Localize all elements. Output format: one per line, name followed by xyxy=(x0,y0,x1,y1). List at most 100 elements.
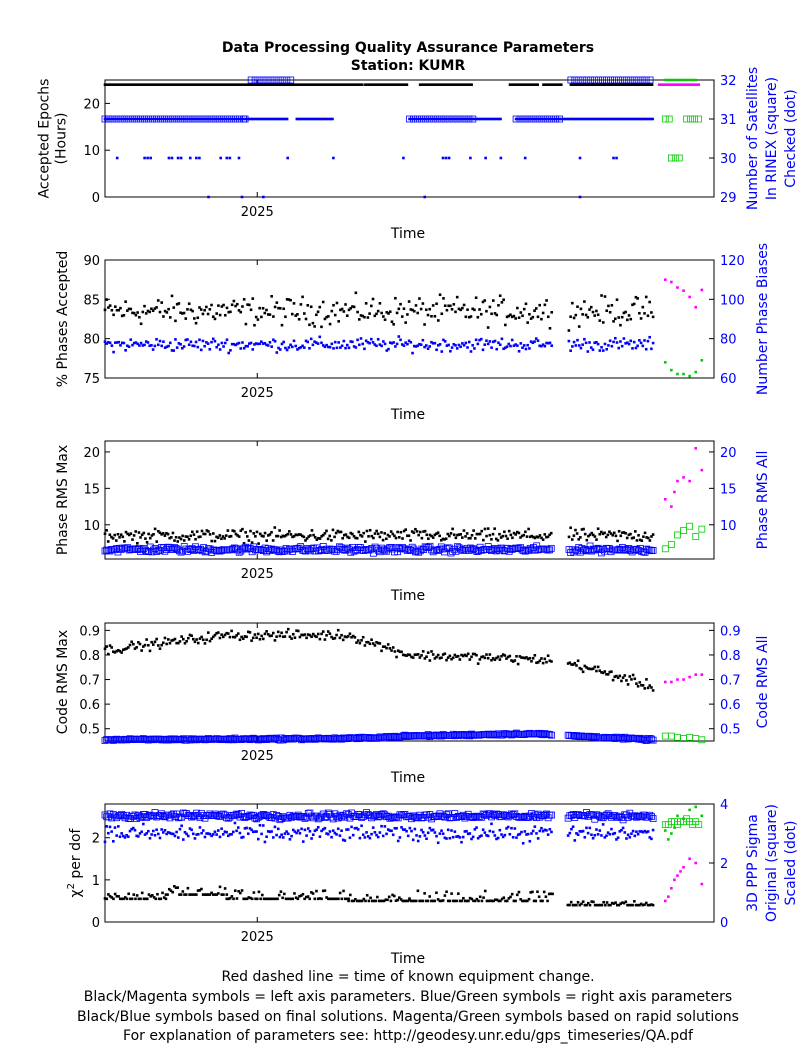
right-axis-tick-label: 0.9 xyxy=(720,624,741,639)
data-point-dot xyxy=(273,825,277,829)
data-point-dot xyxy=(630,678,633,681)
data-point-dot xyxy=(319,83,323,86)
data-point-dot xyxy=(184,317,188,320)
data-point-dot xyxy=(351,83,354,86)
data-point-dot xyxy=(663,829,667,832)
data-point-dot xyxy=(620,344,624,348)
data-point-dot xyxy=(598,903,602,907)
data-point-dot xyxy=(166,893,169,896)
data-point-dot xyxy=(455,347,459,350)
data-point-dot xyxy=(187,537,191,541)
data-point-square xyxy=(630,76,638,84)
data-point-dot xyxy=(574,528,577,532)
data-point-dot xyxy=(485,834,488,837)
data-point-dot xyxy=(528,535,532,539)
data-point-dot xyxy=(215,312,218,315)
data-point-dot xyxy=(331,637,335,640)
data-point-dot xyxy=(676,874,679,877)
data-point-dot xyxy=(371,826,375,829)
data-point-dot xyxy=(446,656,450,659)
data-point-dot xyxy=(510,659,513,662)
data-point-dot xyxy=(579,536,582,539)
data-point-dot xyxy=(280,833,283,836)
data-point-dot xyxy=(363,836,367,839)
data-point-dot xyxy=(611,533,614,537)
data-point-dot xyxy=(404,321,407,324)
data-point-dot xyxy=(424,83,428,86)
data-point-dot xyxy=(172,349,176,352)
data-point-dot xyxy=(256,837,260,841)
data-point-dot xyxy=(205,529,209,532)
data-point-dot xyxy=(245,826,248,830)
data-point-dot xyxy=(544,83,547,86)
data-point-dot xyxy=(503,833,507,837)
data-point-dot xyxy=(113,83,117,86)
data-point-dot xyxy=(667,838,670,841)
data-point-dot xyxy=(577,538,581,541)
data-point-dot xyxy=(185,639,188,643)
data-point-dot xyxy=(180,117,184,121)
data-point-dot xyxy=(403,83,407,86)
data-point-dot xyxy=(483,527,487,531)
data-point-dot xyxy=(262,897,266,901)
data-point-dot xyxy=(491,117,494,121)
data-point-dot xyxy=(617,903,621,907)
data-point-dot xyxy=(328,345,332,349)
data-point-dot xyxy=(245,635,248,639)
data-point-dot xyxy=(218,534,222,537)
data-point-dot xyxy=(498,828,502,832)
data-point-dot xyxy=(500,337,504,341)
data-point-dot xyxy=(273,305,277,309)
data-point-dot xyxy=(512,899,516,903)
data-point-dot xyxy=(261,307,265,310)
data-point-dot xyxy=(122,313,126,317)
data-point-dot xyxy=(208,832,212,836)
data-point-dot xyxy=(595,83,598,86)
data-point-dot xyxy=(323,117,326,121)
data-point-dot xyxy=(318,335,322,339)
data-point-dot xyxy=(235,634,238,637)
data-point-dot xyxy=(248,342,251,345)
data-point-dot xyxy=(522,117,526,121)
data-point-dot xyxy=(448,534,451,538)
data-point-dot xyxy=(370,304,373,308)
data-point-dot xyxy=(357,83,360,86)
data-point-dot xyxy=(238,638,242,642)
data-point-dot xyxy=(292,339,296,343)
data-point-dot xyxy=(445,890,448,894)
data-point-dot xyxy=(200,83,204,86)
data-point-dot xyxy=(302,535,306,539)
data-point-dot xyxy=(165,311,169,314)
data-point-dot xyxy=(629,903,633,907)
data-point-dot xyxy=(506,537,509,541)
data-point-dot xyxy=(230,832,233,836)
data-point-dot xyxy=(146,309,150,313)
data-point-dot xyxy=(109,83,113,86)
data-point-dot xyxy=(574,313,578,317)
data-point-dot xyxy=(676,372,679,376)
data-point-dot xyxy=(105,897,108,901)
data-point-dot xyxy=(493,527,496,530)
data-point-dot xyxy=(470,655,473,659)
data-point-dot xyxy=(107,340,110,344)
data-point-dot xyxy=(177,342,181,345)
data-point-dot xyxy=(315,635,318,639)
x-tick-label: 2025 xyxy=(241,205,274,220)
data-point-dot xyxy=(149,895,152,898)
data-point-dot xyxy=(663,360,667,364)
data-point-dot xyxy=(425,308,428,312)
right-axis-tick-label: 0.6 xyxy=(720,698,741,713)
data-point-dot xyxy=(191,893,195,896)
data-point-dot xyxy=(682,865,685,869)
data-point-dot xyxy=(624,342,627,345)
data-point-dot xyxy=(375,641,378,644)
data-point-dot xyxy=(159,897,163,901)
data-point-dot xyxy=(320,632,323,636)
data-point-dot xyxy=(275,83,279,86)
data-point-dot xyxy=(607,117,611,121)
data-point-dot xyxy=(673,826,676,829)
data-point-dot xyxy=(375,529,378,533)
left-axis-tick-label: 15 xyxy=(83,482,100,497)
data-point-dot xyxy=(530,659,533,663)
right-axis-label: Checked (dot) xyxy=(783,89,799,187)
